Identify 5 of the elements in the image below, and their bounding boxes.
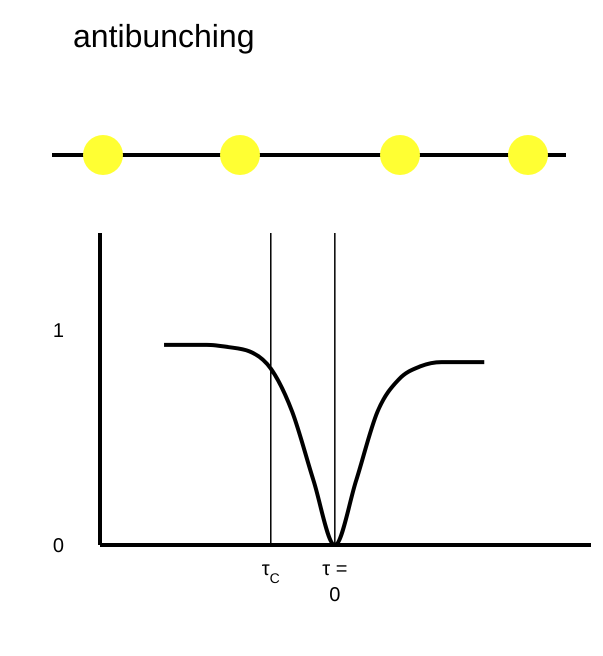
chart-title: antibunching [73, 18, 254, 55]
y-tick-label: 0 [52, 535, 64, 558]
y-tick-label: 1 [52, 320, 64, 342]
x-tick-label: τ = 0 [322, 558, 348, 606]
x-tick-label: τ$_{C}$ [262, 558, 280, 586]
